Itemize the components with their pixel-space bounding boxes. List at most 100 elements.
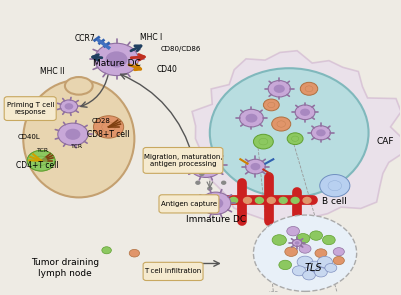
Circle shape xyxy=(320,175,350,197)
Circle shape xyxy=(129,249,140,257)
Circle shape xyxy=(208,198,223,209)
Ellipse shape xyxy=(210,68,369,197)
Ellipse shape xyxy=(23,80,134,197)
Ellipse shape xyxy=(65,77,93,95)
Text: TCR: TCR xyxy=(71,144,83,148)
Circle shape xyxy=(222,181,226,184)
Text: CD80/CD86: CD80/CD86 xyxy=(160,46,200,52)
Circle shape xyxy=(239,109,263,127)
Text: CD4+T cell: CD4+T cell xyxy=(16,160,59,170)
Text: CD28: CD28 xyxy=(91,118,110,124)
Circle shape xyxy=(267,197,275,203)
Text: B cell: B cell xyxy=(322,197,347,206)
Circle shape xyxy=(277,121,286,127)
Circle shape xyxy=(93,116,124,138)
Circle shape xyxy=(315,249,327,258)
Circle shape xyxy=(325,263,337,272)
Circle shape xyxy=(279,197,287,203)
Circle shape xyxy=(268,81,290,97)
FancyBboxPatch shape xyxy=(143,148,223,173)
Circle shape xyxy=(245,114,257,122)
Circle shape xyxy=(316,129,326,136)
Circle shape xyxy=(272,117,291,131)
Circle shape xyxy=(200,173,204,176)
Circle shape xyxy=(200,192,231,214)
Circle shape xyxy=(253,215,356,291)
Circle shape xyxy=(35,156,47,165)
Circle shape xyxy=(60,100,78,113)
Circle shape xyxy=(259,138,268,145)
FancyBboxPatch shape xyxy=(4,97,56,120)
Text: Antigen capture: Antigen capture xyxy=(161,201,217,207)
Text: CD8+T cell: CD8+T cell xyxy=(87,130,130,139)
Circle shape xyxy=(300,109,310,116)
Text: Tumor draining
lymph node: Tumor draining lymph node xyxy=(31,258,99,278)
Circle shape xyxy=(314,268,327,277)
Circle shape xyxy=(300,82,318,95)
Circle shape xyxy=(208,187,212,190)
Circle shape xyxy=(196,181,200,184)
Text: MHC I: MHC I xyxy=(140,33,162,42)
Text: CAF: CAF xyxy=(377,137,394,146)
Text: MHC II: MHC II xyxy=(41,67,65,76)
Text: CD40L: CD40L xyxy=(18,134,41,140)
Circle shape xyxy=(95,43,138,76)
Circle shape xyxy=(279,260,292,270)
Circle shape xyxy=(102,247,111,254)
Text: CD40: CD40 xyxy=(156,65,177,74)
Circle shape xyxy=(27,150,55,171)
Circle shape xyxy=(230,197,237,203)
Circle shape xyxy=(310,231,322,240)
Circle shape xyxy=(317,256,332,268)
Circle shape xyxy=(291,197,299,203)
Circle shape xyxy=(274,85,285,93)
Circle shape xyxy=(308,261,322,272)
Circle shape xyxy=(102,122,115,132)
Circle shape xyxy=(333,256,344,265)
Circle shape xyxy=(285,247,298,256)
Circle shape xyxy=(189,153,223,178)
Circle shape xyxy=(243,197,251,203)
Text: T cell infiltration: T cell infiltration xyxy=(144,268,202,274)
Text: TCR: TCR xyxy=(37,148,49,153)
Circle shape xyxy=(263,99,279,111)
Circle shape xyxy=(253,134,273,149)
FancyBboxPatch shape xyxy=(143,262,203,281)
Text: Immature DC: Immature DC xyxy=(186,215,246,224)
Circle shape xyxy=(333,248,344,256)
Circle shape xyxy=(287,133,303,145)
Circle shape xyxy=(197,159,214,171)
Circle shape xyxy=(65,129,81,140)
Circle shape xyxy=(328,181,342,191)
Circle shape xyxy=(245,159,265,174)
Circle shape xyxy=(35,156,47,165)
Circle shape xyxy=(272,235,286,245)
Circle shape xyxy=(255,197,263,203)
Circle shape xyxy=(322,235,335,245)
Circle shape xyxy=(268,102,275,108)
Circle shape xyxy=(292,240,302,246)
Circle shape xyxy=(27,150,55,171)
Circle shape xyxy=(251,163,260,170)
Circle shape xyxy=(303,271,315,280)
Circle shape xyxy=(292,266,306,276)
Circle shape xyxy=(297,256,313,268)
Polygon shape xyxy=(189,51,401,235)
Circle shape xyxy=(295,241,300,245)
Text: TLS: TLS xyxy=(304,263,322,273)
Circle shape xyxy=(292,136,299,141)
Circle shape xyxy=(305,86,313,92)
FancyBboxPatch shape xyxy=(159,195,219,213)
Circle shape xyxy=(58,123,88,145)
Circle shape xyxy=(299,244,311,253)
Text: Mature DC: Mature DC xyxy=(93,59,140,68)
Circle shape xyxy=(105,51,128,68)
Circle shape xyxy=(295,105,315,119)
Circle shape xyxy=(296,234,310,243)
Circle shape xyxy=(65,103,73,110)
Circle shape xyxy=(287,227,300,236)
Text: Migration, maturation,
antigen processing: Migration, maturation, antigen processin… xyxy=(144,154,222,167)
Text: Priming T cell
response: Priming T cell response xyxy=(6,102,54,115)
Text: CCR7: CCR7 xyxy=(75,34,95,43)
Circle shape xyxy=(312,126,330,140)
